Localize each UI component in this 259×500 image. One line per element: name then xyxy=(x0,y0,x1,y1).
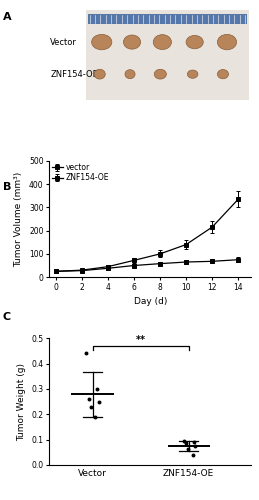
Ellipse shape xyxy=(186,36,203,49)
Text: A: A xyxy=(3,12,11,22)
Point xyxy=(193,442,198,450)
Ellipse shape xyxy=(154,70,166,79)
Ellipse shape xyxy=(94,70,105,79)
X-axis label: Day (d): Day (d) xyxy=(134,297,167,306)
Point xyxy=(89,402,93,410)
Point xyxy=(186,444,190,452)
Text: Vector: Vector xyxy=(50,38,77,46)
Point xyxy=(182,437,186,445)
Point xyxy=(192,438,197,446)
Point xyxy=(190,451,195,459)
Ellipse shape xyxy=(188,70,198,78)
Ellipse shape xyxy=(125,70,135,78)
Point xyxy=(84,350,88,358)
Ellipse shape xyxy=(217,34,236,50)
Ellipse shape xyxy=(92,34,112,50)
Text: ZNF154-OE: ZNF154-OE xyxy=(50,70,98,78)
Ellipse shape xyxy=(153,34,171,50)
Text: **: ** xyxy=(136,335,146,345)
FancyBboxPatch shape xyxy=(88,14,247,24)
FancyBboxPatch shape xyxy=(85,10,249,100)
Legend: vector, ZNF154-OE: vector, ZNF154-OE xyxy=(51,162,110,183)
Text: B: B xyxy=(3,182,11,192)
Point xyxy=(184,440,188,448)
Y-axis label: Tumor Weight (g): Tumor Weight (g) xyxy=(17,362,26,440)
Y-axis label: Tumor Volume (mm³): Tumor Volume (mm³) xyxy=(15,172,24,266)
Point xyxy=(97,398,101,406)
Point xyxy=(95,385,99,393)
Point xyxy=(93,413,97,421)
Ellipse shape xyxy=(124,35,141,49)
Text: C: C xyxy=(3,312,11,322)
Point xyxy=(87,395,91,403)
Ellipse shape xyxy=(217,70,228,79)
